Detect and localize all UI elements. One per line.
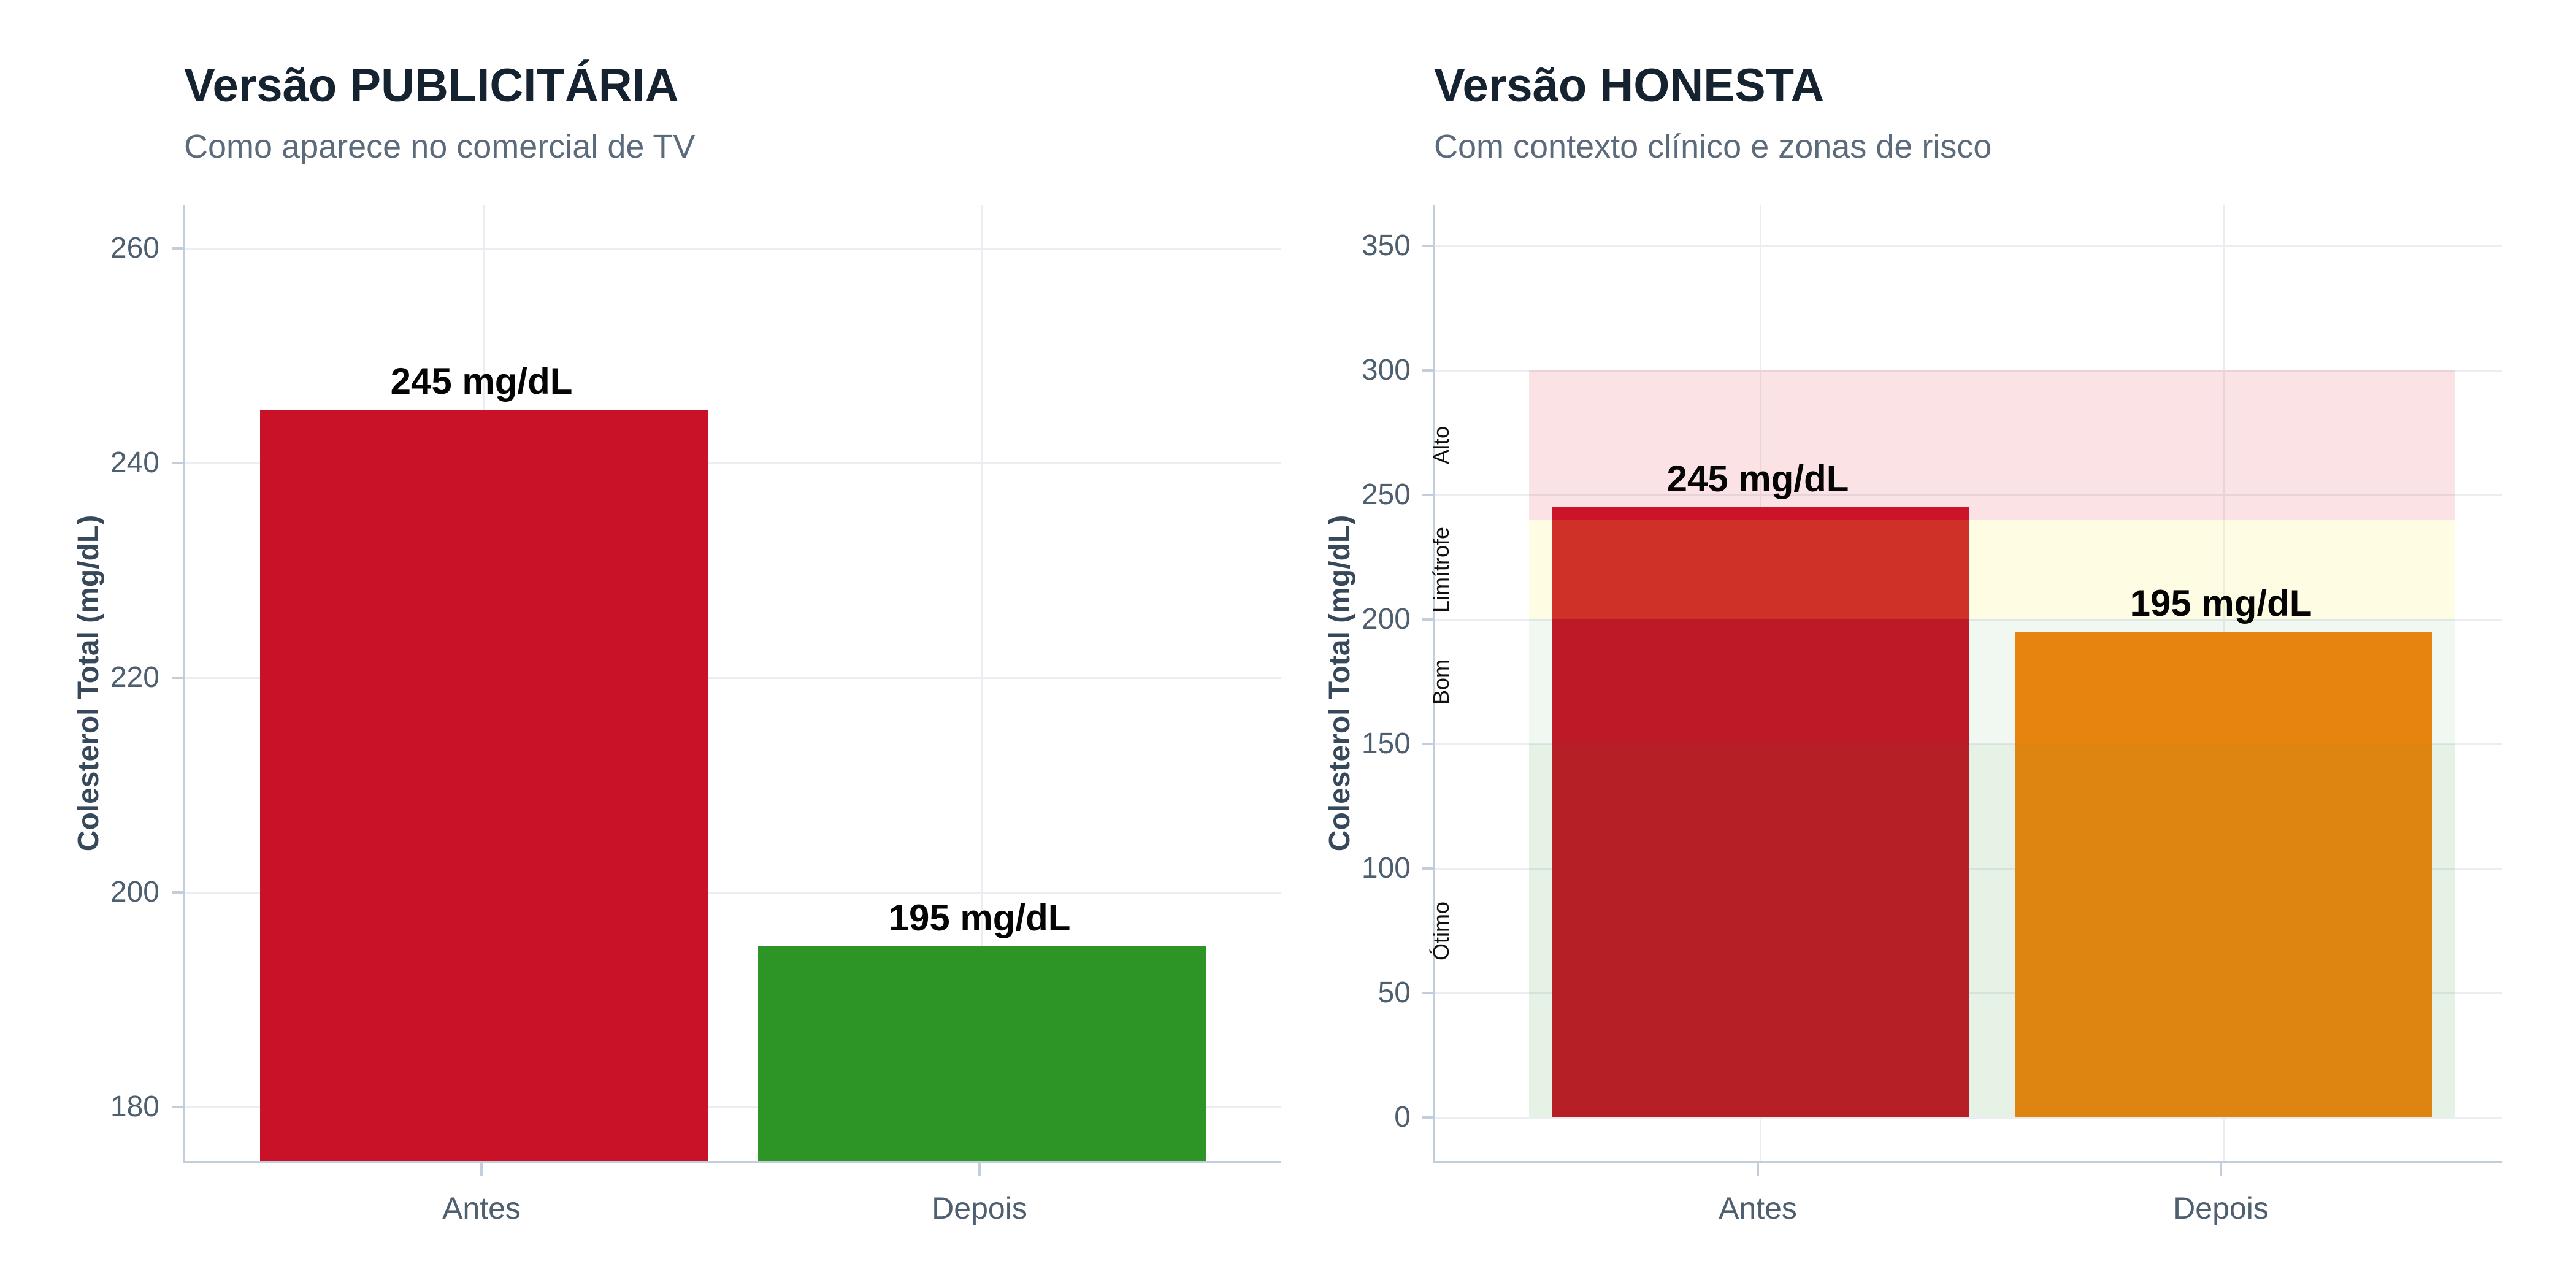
y-tick-mark bbox=[1422, 867, 1433, 870]
risk-zone-label-ótimo: Ótimo bbox=[1428, 901, 1454, 960]
y-tick-label: 200 bbox=[1361, 603, 1411, 636]
gridline-y-220 bbox=[185, 677, 1281, 680]
y-tick-label: 260 bbox=[110, 232, 159, 265]
y-tick-mark bbox=[172, 462, 183, 465]
y-tick-label: 150 bbox=[1361, 727, 1411, 761]
gridline-y-250 bbox=[1435, 494, 2502, 497]
bar-depois bbox=[758, 946, 1206, 1161]
gridline-y-350 bbox=[1435, 245, 2502, 248]
y-tick-mark bbox=[1422, 991, 1433, 994]
y-tick-mark bbox=[1422, 245, 1433, 248]
y-tick-mark bbox=[1422, 743, 1433, 746]
bar-value-label: 195 mg/dL bbox=[888, 897, 1071, 938]
y-tick-mark bbox=[172, 247, 183, 250]
x-category-label-antes: Antes bbox=[1719, 1191, 1797, 1225]
gridline-y-0 bbox=[1435, 1116, 2502, 1119]
bar-value-label: 245 mg/dL bbox=[390, 360, 573, 402]
y-tick-label: 100 bbox=[1361, 852, 1411, 885]
y-tick-label: 250 bbox=[1361, 478, 1411, 512]
y-tick-label: 200 bbox=[110, 876, 159, 909]
bar-value-label: 195 mg/dL bbox=[2129, 583, 2312, 624]
y-tick-mark bbox=[1422, 1116, 1433, 1119]
risk-zone-limítrofe bbox=[1529, 519, 2455, 620]
bar-antes bbox=[260, 409, 708, 1161]
chart-title: Versão PUBLICITÁRIA bbox=[184, 59, 679, 112]
x-tick-mark bbox=[1757, 1163, 1759, 1176]
bar-depois bbox=[2014, 632, 2432, 1117]
y-tick-label: 350 bbox=[1361, 229, 1411, 263]
y-tick-mark bbox=[172, 891, 183, 894]
chart-subtitle: Com contexto clínico e zonas de risco bbox=[1434, 128, 1992, 165]
risk-zone-bom bbox=[1529, 619, 2455, 745]
y-tick-mark bbox=[1422, 618, 1433, 621]
gridline-y-240 bbox=[185, 462, 1281, 465]
y-tick-label: 180 bbox=[110, 1091, 159, 1124]
x-tick-mark bbox=[480, 1163, 483, 1176]
y-tick-mark bbox=[1422, 494, 1433, 497]
gridline-x-Depois bbox=[981, 205, 983, 1161]
risk-zone-ótimo bbox=[1529, 744, 2455, 1117]
y-tick-label: 220 bbox=[110, 661, 159, 694]
x-category-label-depois: Depois bbox=[2173, 1191, 2269, 1225]
y-tick-label: 0 bbox=[1394, 1100, 1411, 1133]
gridline-y-260 bbox=[185, 248, 1281, 250]
bar-antes bbox=[1551, 507, 1969, 1117]
bar-value-label: 245 mg/dL bbox=[1666, 458, 1849, 500]
risk-zone-label-limítrofe: Limítrofe bbox=[1428, 526, 1454, 613]
gridline-y-180 bbox=[185, 1106, 1281, 1109]
y-tick-mark bbox=[172, 677, 183, 680]
chart-title: Versão HONESTA bbox=[1434, 59, 1825, 112]
plot-panel bbox=[183, 205, 1281, 1163]
gridline-y-300 bbox=[1435, 370, 2502, 372]
x-tick-mark bbox=[978, 1163, 981, 1176]
gridline-y-200 bbox=[185, 892, 1281, 894]
plot-panel: Ótimo Bom Limítrofe Alto bbox=[1428, 205, 2502, 1163]
risk-zone-alto bbox=[1529, 370, 2455, 520]
y-axis-title: Colesterol Total (mg/dL) bbox=[1324, 515, 1356, 852]
y-tick-mark bbox=[172, 1106, 183, 1109]
x-tick-mark bbox=[2220, 1163, 2222, 1176]
y-tick-label: 240 bbox=[110, 447, 159, 480]
y-tick-mark bbox=[1422, 369, 1433, 372]
y-tick-label: 300 bbox=[1361, 354, 1411, 387]
y-tick-label: 50 bbox=[1378, 976, 1411, 1009]
x-category-label-antes: Antes bbox=[442, 1191, 521, 1225]
x-category-label-depois: Depois bbox=[932, 1191, 1027, 1225]
risk-zone-label-bom: Bom bbox=[1428, 659, 1454, 705]
chart-subtitle: Como aparece no comercial de TV bbox=[184, 128, 696, 165]
risk-zone-label-alto: Alto bbox=[1428, 426, 1454, 464]
